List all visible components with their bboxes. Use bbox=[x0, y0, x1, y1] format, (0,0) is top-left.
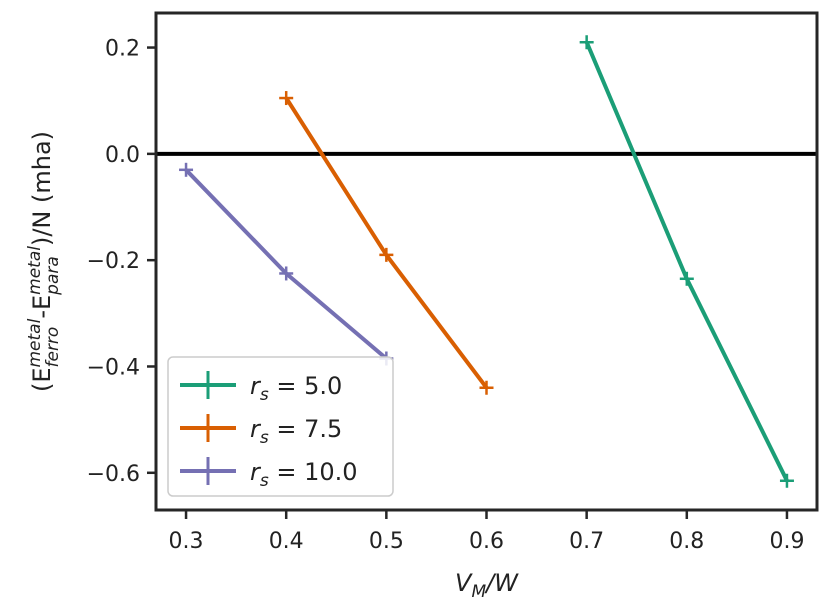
x-tick-label: 0.5 bbox=[369, 529, 404, 554]
y-tick-label: 0.2 bbox=[105, 37, 140, 62]
x-tick-label: 0.6 bbox=[469, 529, 504, 554]
y-tick-label: −0.4 bbox=[87, 355, 140, 380]
x-tick-label: 0.4 bbox=[269, 529, 304, 554]
x-tick-label: 0.7 bbox=[569, 529, 604, 554]
legend-label: rs = 7.5 bbox=[250, 415, 342, 448]
data-point bbox=[579, 35, 594, 50]
legend-label: rs = 10.0 bbox=[250, 458, 358, 491]
x-label-sub: M bbox=[471, 582, 486, 602]
y-tick-label: 0.0 bbox=[105, 143, 140, 168]
plot-marks bbox=[156, 35, 817, 488]
x-axis-label: VM/W bbox=[455, 569, 519, 602]
series-line-2 bbox=[184, 168, 388, 361]
x-label-main: V bbox=[455, 569, 473, 597]
x-tick-label: 0.3 bbox=[169, 529, 204, 554]
legend-entry: rs = 7.5 bbox=[180, 414, 342, 448]
data-point bbox=[679, 271, 694, 286]
legend: rs = 5.0 rs = 7.5 rs = 10.0 bbox=[167, 356, 394, 497]
legend-box bbox=[167, 356, 394, 497]
y-axis-label: (Emetalferro-Emetalpara)/N (mha) bbox=[25, 131, 63, 392]
y-label-para-sub: para bbox=[43, 256, 63, 296]
data-point bbox=[279, 91, 294, 106]
x-tick-label: 0.8 bbox=[669, 529, 704, 554]
y-tick-label: −0.2 bbox=[87, 249, 140, 274]
data-point bbox=[379, 247, 394, 262]
legend-entry: rs = 10.0 bbox=[180, 457, 358, 491]
y-axis: 0.2 0.0 −0.2 −0.4 −0.6 bbox=[87, 37, 156, 487]
data-point bbox=[279, 266, 294, 281]
y-label-open: (E bbox=[28, 368, 56, 393]
y-tick-label: −0.6 bbox=[87, 462, 140, 487]
x-axis: 0.3 0.4 0.5 0.6 0.7 0.8 0.9 bbox=[169, 510, 804, 554]
y-label-close: )/N (mha) bbox=[28, 131, 56, 246]
y-label-dash: -E bbox=[28, 295, 56, 319]
y-label-ferro-sup: metal bbox=[25, 318, 45, 367]
x-tick-label: 0.9 bbox=[769, 529, 804, 554]
data-point bbox=[779, 473, 794, 488]
data-point bbox=[479, 380, 494, 395]
series-line-0 bbox=[584, 41, 789, 482]
y-label-ferro-sub: ferro bbox=[43, 327, 63, 368]
x-label-tail: /W bbox=[484, 569, 519, 597]
legend-entry: rs = 5.0 bbox=[180, 371, 342, 405]
y-label-para-sup: metal bbox=[25, 246, 45, 295]
series-line-1 bbox=[284, 96, 489, 389]
data-point bbox=[179, 162, 194, 177]
legend-label: rs = 5.0 bbox=[250, 372, 342, 405]
